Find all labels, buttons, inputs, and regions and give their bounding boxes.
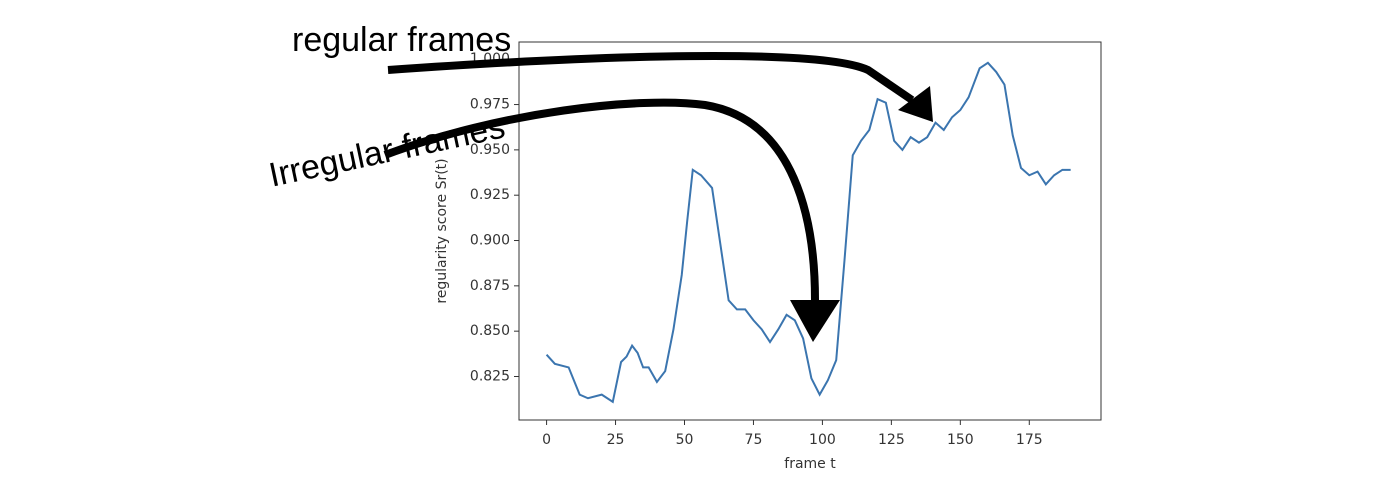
x-axis-label: frame t <box>784 456 836 472</box>
x-tick-label: 125 <box>878 432 905 448</box>
x-tick-label: 75 <box>745 432 763 448</box>
plot: 0 25 50 75 100 125 150 175 0.825 0.850 0.875 0.900 0… <box>434 41 1102 472</box>
y-tick-label: 0.850 <box>470 323 510 339</box>
arrows <box>383 52 933 342</box>
arrowhead <box>898 86 933 122</box>
x-tick-label: 50 <box>676 432 694 448</box>
data-line <box>545 61 1071 404</box>
y-tick-label: 0.900 <box>470 233 510 249</box>
plot-frame <box>518 41 1102 421</box>
x-tick-label: 150 <box>947 432 974 448</box>
arrowhead <box>790 300 840 342</box>
arrow <box>383 98 819 301</box>
y-tick-label: 0.825 <box>470 368 510 384</box>
annotation: Irregular frames <box>266 108 509 195</box>
y-tick-label: 0.925 <box>470 187 510 203</box>
x-tick-label: 25 <box>607 432 625 448</box>
x-tick-label: 100 <box>809 432 836 448</box>
y-tick-label: 0.950 <box>470 142 510 158</box>
arrow <box>387 52 915 104</box>
y-tick-label: 0.875 <box>470 278 510 294</box>
y-axis-label: regularity score Sr(t) <box>434 158 450 303</box>
x-tick-label: 0 <box>542 432 551 448</box>
y-tick-label: 0.975 <box>470 97 510 113</box>
x-tick-label: 175 <box>1016 432 1043 448</box>
annotation: regular frames <box>292 21 511 59</box>
